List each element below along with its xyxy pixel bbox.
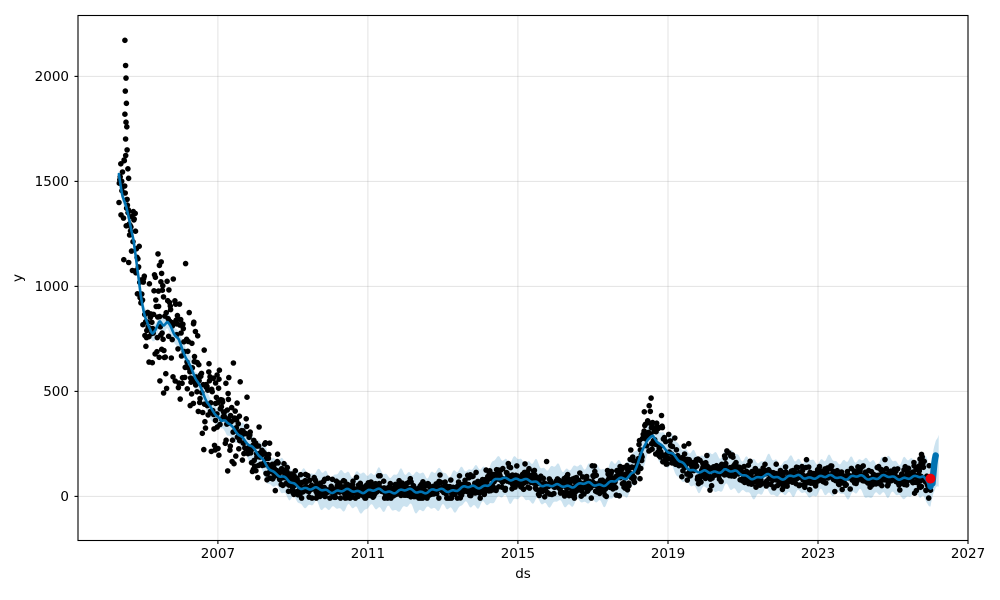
x-tick-label: 2011 [351,546,385,562]
observed-points [116,37,934,501]
plot-border [77,14,969,542]
forecast-line [117,172,932,495]
y-axis-label: y [10,274,26,282]
x-axis-label: ds [515,566,531,582]
y-tick-label: 500 [43,384,69,400]
x-tick-label: 2015 [501,546,535,562]
observed-points-layer [116,37,934,501]
x-tick-label: 2027 [951,546,985,562]
x-tick-label: 2019 [651,546,685,562]
axis-labels: 2007 2011 2015 2019 2023 2027 0 500 1000 1500 2000… [10,69,985,582]
y-tick-label: 1500 [35,174,69,190]
y-tick-label: 0 [60,489,69,505]
y-tick-label: 2000 [35,69,69,85]
anomaly-layer [925,473,936,484]
x-tick-label: 2023 [801,546,835,562]
x-tick-label: 2007 [201,546,235,562]
axes-frame [74,14,969,544]
anomaly-point [925,473,936,484]
y-tick-label: 1000 [35,279,69,295]
